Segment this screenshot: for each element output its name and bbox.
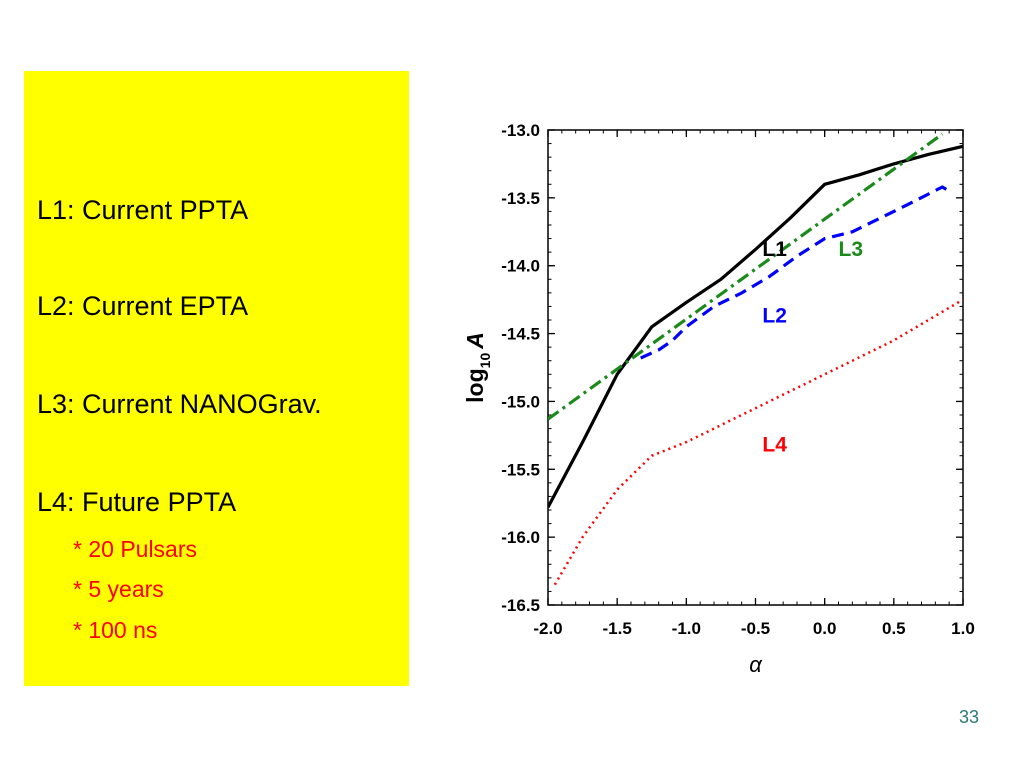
sensitivity-chart: -2.0 -1.5 -1.0 -0.5 0.0 0.5 1.0 -13.0 -13.5 -14.0… <box>462 121 975 677</box>
x-axis-label: α <box>749 652 763 677</box>
legend-panel: L1: Current PPTA L2: Current EPTA L3: Cu… <box>24 71 409 686</box>
x-tick-label: -2.0 <box>533 619 562 638</box>
legend-years: * 5 years <box>73 576 164 602</box>
x-tick-label: -1.5 <box>603 619 632 638</box>
legend-l2: L2: Current EPTA <box>37 291 249 321</box>
legend-pulsars: * 20 Pulsars <box>73 536 198 562</box>
legend-ns: * 100 ns <box>73 617 158 643</box>
x-tick-label: 0.5 <box>882 619 906 638</box>
series-label-l2: L2 <box>762 305 787 328</box>
series-line-l4 <box>553 298 963 586</box>
slide-number: 33 <box>958 707 979 727</box>
series-label-l4: L4 <box>762 434 787 457</box>
x-tick-label: 0.0 <box>813 619 837 638</box>
x-tick-label: 1.0 <box>951 619 975 638</box>
y-axis-label-main: log <box>462 368 488 403</box>
y-axis-label-sub: 10 <box>477 353 493 369</box>
series-line-l2 <box>640 185 951 360</box>
y-tick-label: -13.0 <box>501 121 540 140</box>
y-axis-label-var: A <box>462 332 488 350</box>
series-line-l3 <box>548 132 944 421</box>
x-tick-label: -1.0 <box>672 619 701 638</box>
y-tick-label: -16.5 <box>501 596 540 615</box>
x-tick-label: -0.5 <box>741 619 770 638</box>
y-tick-label: -14.0 <box>501 257 540 276</box>
series-label-l1: L1 <box>762 238 787 261</box>
y-tick-label: -14.5 <box>501 325 540 344</box>
y-tick-label: -15.0 <box>501 392 540 411</box>
legend-l3: L3: Current NANOGrav. <box>37 389 322 419</box>
series-line-l1 <box>548 144 963 509</box>
y-tick-label: -13.5 <box>501 189 540 208</box>
series-label-l3: L3 <box>839 238 864 261</box>
plot-frame <box>547 129 964 606</box>
y-tick-label: -16.0 <box>501 528 540 547</box>
legend-l1: L1: Current PPTA <box>37 195 249 225</box>
y-tick-label: -15.5 <box>501 460 540 479</box>
y-axis-label: log10 A <box>462 332 493 403</box>
legend-l4: L4: Future PPTA <box>37 487 237 517</box>
